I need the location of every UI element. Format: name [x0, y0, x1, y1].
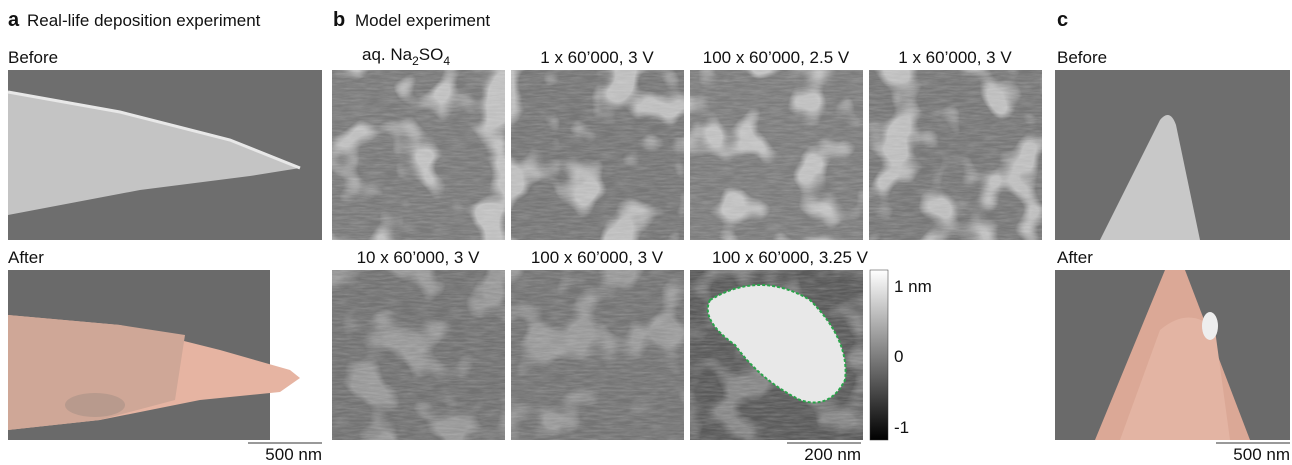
image-label: Before	[8, 48, 58, 67]
panel-title: Real-life deposition experiment	[27, 11, 261, 30]
image-label: After	[8, 248, 44, 267]
sem-image	[1055, 270, 1290, 440]
sem-image	[8, 270, 300, 440]
afm-layer	[511, 270, 684, 440]
afm-layer	[690, 70, 863, 240]
colorbar	[870, 270, 888, 440]
panel-letter: c	[1057, 9, 1068, 31]
image-label: 100 x 60’000, 3 V	[531, 248, 664, 267]
image-label: 100 x 60’000, 3.25 V	[712, 248, 869, 267]
image-label: aq. Na2SO4	[362, 45, 450, 68]
afm-layer	[332, 270, 505, 440]
panel-letter: b	[333, 9, 345, 31]
sem-image	[8, 70, 322, 240]
colorbar-label: 0	[894, 347, 903, 366]
afm-layer	[869, 70, 1042, 240]
image-label: 1 x 60’000, 3 V	[898, 48, 1012, 67]
panel-title: Model experiment	[355, 11, 490, 30]
afm-layer	[332, 70, 505, 240]
image-label: 10 x 60’000, 3 V	[357, 248, 481, 267]
scale-bar-label: 500 nm	[265, 445, 322, 464]
scale-bar-label: 500 nm	[1233, 445, 1290, 464]
image-label: 1 x 60’000, 3 V	[540, 48, 654, 67]
image-label: 100 x 60’000, 2.5 V	[703, 48, 850, 67]
colorbar-label: -1	[894, 418, 909, 437]
colorbar-label: 1 nm	[894, 277, 932, 296]
afm-layer	[511, 70, 684, 240]
sem-image	[1055, 70, 1290, 240]
image-label: Before	[1057, 48, 1107, 67]
figure: a Real-life deposition experiment Before…	[0, 0, 1292, 465]
image-label: After	[1057, 248, 1093, 267]
scale-bar-label: 200 nm	[804, 445, 861, 464]
panel-letter: a	[8, 9, 20, 31]
